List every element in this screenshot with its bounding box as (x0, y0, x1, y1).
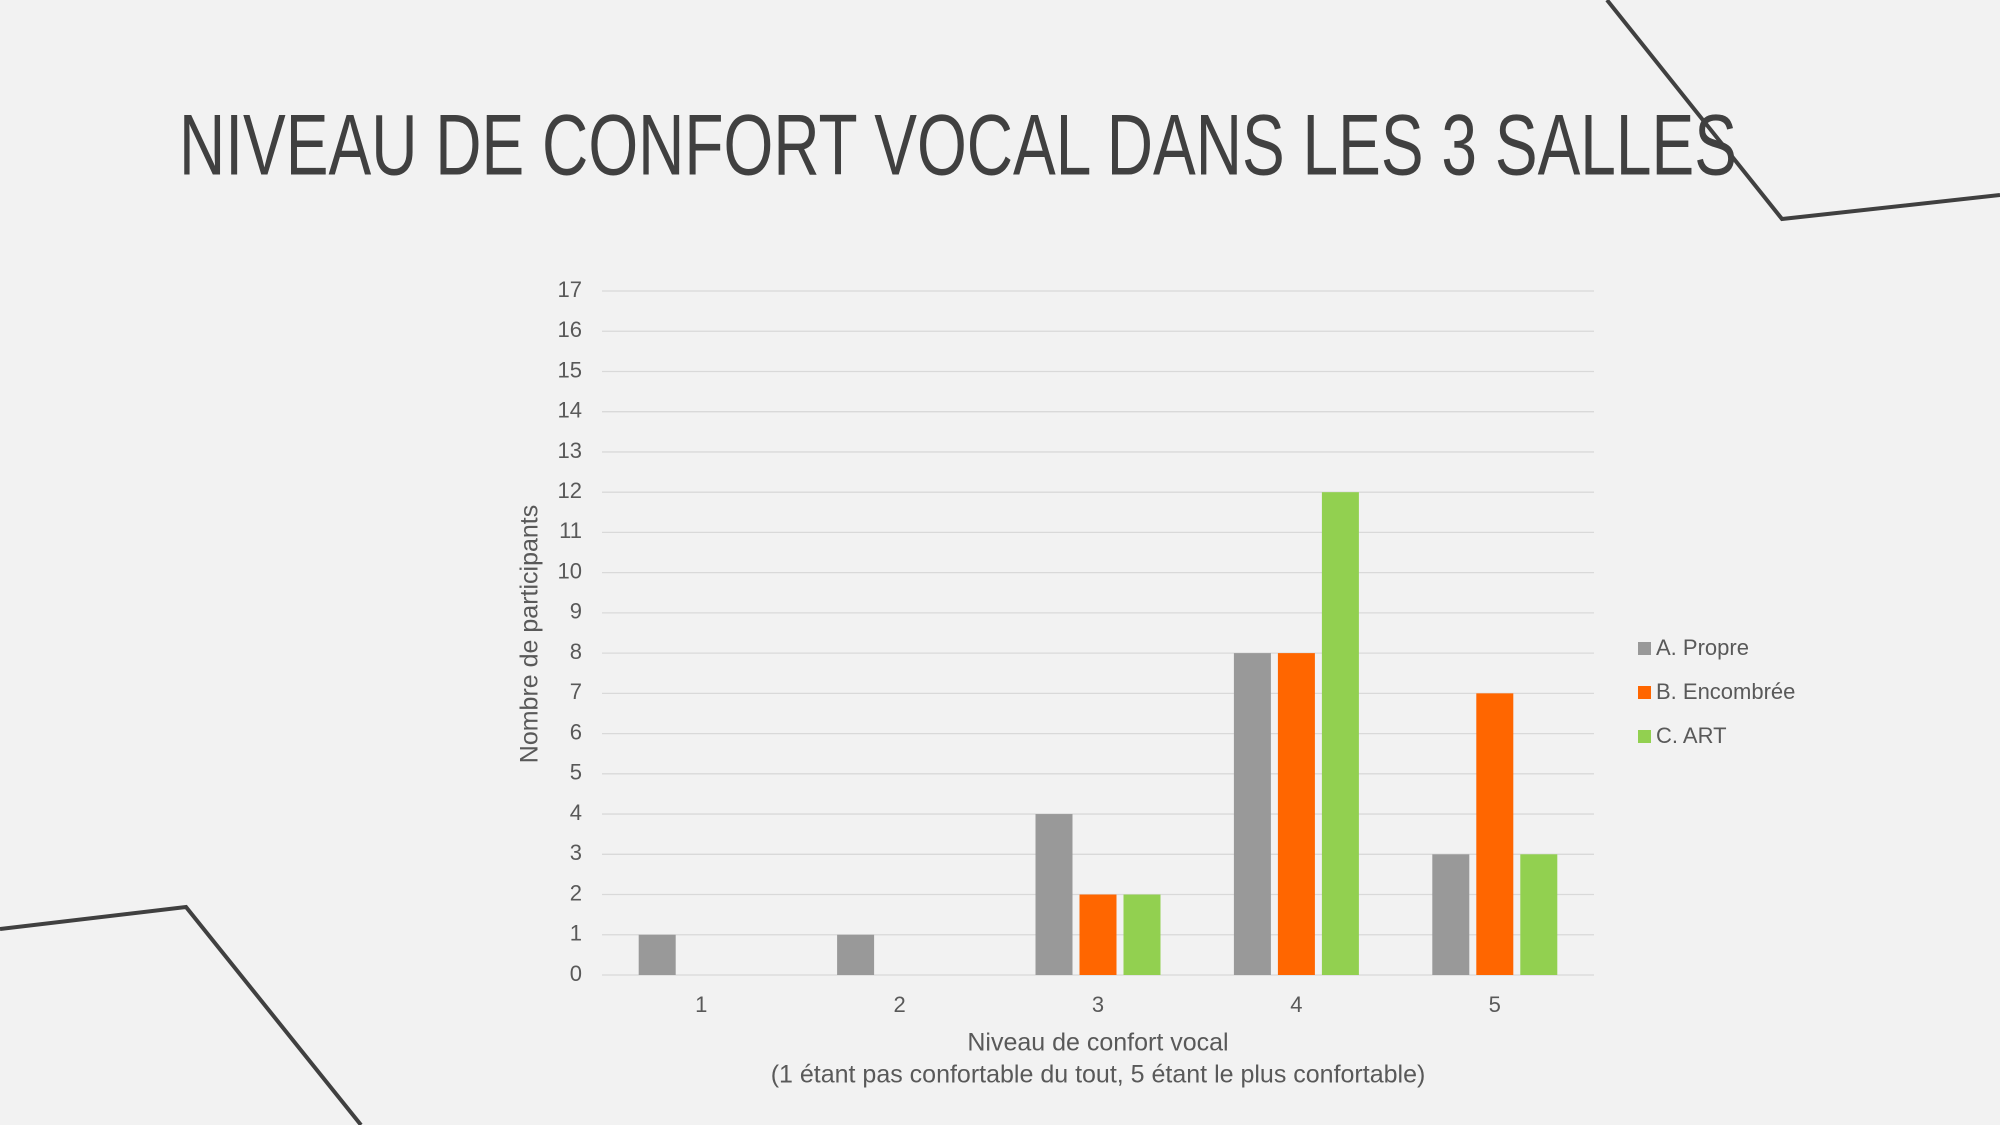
bar (1321, 492, 1359, 975)
bar (1277, 653, 1315, 975)
y-tick-label: 12 (558, 478, 582, 503)
x-tick-label: 4 (1290, 992, 1302, 1017)
bar (1123, 894, 1161, 975)
legend-label: B. Encombrée (1656, 679, 1795, 704)
y-tick-label: 3 (570, 840, 582, 865)
legend-swatch (1638, 730, 1651, 743)
legend-swatch (1638, 642, 1651, 655)
y-tick-label: 6 (570, 719, 582, 744)
y-tick-label: 13 (558, 438, 582, 463)
y-tick-label: 16 (558, 317, 582, 342)
x-axis-label: (1 étant pas confortable du tout, 5 étan… (771, 1061, 1426, 1089)
x-tick-label: 5 (1489, 992, 1501, 1017)
legend-label: A. Propre (1656, 635, 1749, 660)
y-tick-label: 14 (558, 398, 582, 423)
y-tick-label: 8 (570, 639, 582, 664)
y-tick-label: 0 (570, 961, 582, 986)
y-tick-label: 5 (570, 760, 582, 785)
y-tick-label: 17 (558, 277, 582, 302)
x-axis-label: Niveau de confort vocal (967, 1029, 1228, 1057)
y-tick-label: 7 (570, 679, 582, 704)
bar (638, 934, 676, 975)
y-axis-label: Nombre de participants (516, 505, 544, 763)
y-tick-label: 2 (570, 880, 582, 905)
y-tick-label: 9 (570, 599, 582, 624)
decor-line (1605, 0, 2000, 222)
decor-line (0, 904, 363, 1125)
bar (837, 934, 875, 975)
bar (1079, 894, 1117, 975)
x-tick-label: 2 (893, 992, 905, 1017)
bar (1233, 653, 1271, 975)
y-tick-label: 11 (559, 518, 582, 543)
chart-title: NIVEAU DE CONFORT VOCAL DANS LES 3 SALLE… (179, 98, 1737, 194)
legend-swatch (1638, 686, 1651, 699)
x-tick-label: 1 (695, 992, 707, 1017)
bar (1432, 854, 1470, 975)
legend-label: C. ART (1656, 723, 1727, 748)
bar (1520, 854, 1558, 975)
y-tick-label: 15 (558, 357, 582, 382)
bar (1035, 814, 1073, 975)
x-tick-label: 3 (1092, 992, 1104, 1017)
y-tick-label: 1 (570, 921, 582, 946)
bar (1476, 693, 1514, 975)
y-tick-label: 4 (570, 800, 582, 825)
y-tick-label: 10 (558, 558, 582, 583)
